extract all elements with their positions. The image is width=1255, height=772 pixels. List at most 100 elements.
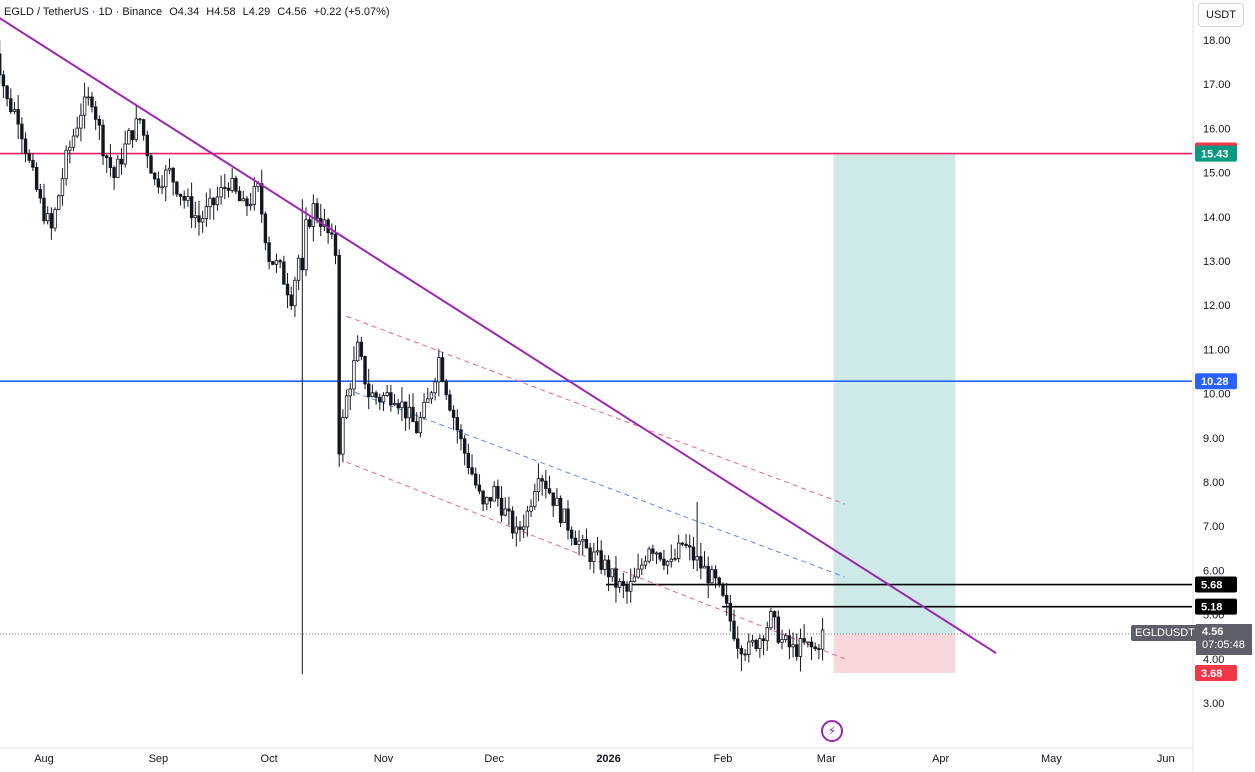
candle-body bbox=[525, 510, 530, 528]
candle-body bbox=[285, 283, 290, 296]
candle-body bbox=[522, 526, 526, 530]
candle-body bbox=[617, 581, 622, 588]
lightning-icon[interactable]: ⚡ bbox=[821, 720, 843, 742]
price-tick-label: 15.00 bbox=[1203, 168, 1231, 180]
candle-body bbox=[732, 620, 736, 640]
candle-body bbox=[175, 181, 179, 195]
candle-body bbox=[581, 538, 585, 542]
target-zone bbox=[833, 153, 956, 635]
price-tick-label: 12.00 bbox=[1203, 300, 1231, 312]
candle-body bbox=[152, 172, 157, 180]
candle-body bbox=[171, 167, 175, 183]
candle-body bbox=[31, 159, 35, 168]
candle-body bbox=[758, 638, 762, 650]
level-axis-tag-label: 10.28 bbox=[1201, 376, 1229, 388]
candle-body bbox=[809, 641, 814, 648]
price-tick-label: 3.00 bbox=[1203, 698, 1224, 710]
candle-body bbox=[702, 565, 707, 569]
price-tick-label: 10.00 bbox=[1203, 389, 1231, 401]
candle-body bbox=[754, 639, 758, 650]
candle-body bbox=[105, 155, 109, 158]
candle-body bbox=[403, 401, 408, 419]
candle-body bbox=[577, 540, 581, 546]
candle-body bbox=[296, 257, 301, 281]
candle-body bbox=[178, 193, 183, 197]
candle-body bbox=[234, 177, 238, 192]
time-tick-label: Oct bbox=[261, 753, 278, 765]
candle-body bbox=[776, 616, 781, 643]
candle-body bbox=[573, 537, 578, 546]
candle-body bbox=[820, 629, 825, 650]
candle-body bbox=[680, 542, 685, 545]
candle-body bbox=[355, 341, 360, 361]
candle-body bbox=[636, 568, 640, 578]
candle-body bbox=[112, 167, 116, 179]
candle-body bbox=[141, 119, 146, 136]
candle-body bbox=[643, 560, 648, 566]
candle-body bbox=[717, 577, 721, 585]
candle-body bbox=[688, 545, 692, 548]
currency-selector[interactable]: USDT bbox=[1198, 3, 1244, 27]
candle-body bbox=[381, 395, 386, 403]
time-tick-label: Feb bbox=[713, 753, 732, 765]
candle-body bbox=[562, 508, 566, 523]
candle-body bbox=[53, 208, 57, 229]
candle-body bbox=[706, 565, 710, 584]
time-tick-label: Mar bbox=[817, 753, 836, 765]
candle-body bbox=[629, 581, 633, 592]
candle-body bbox=[252, 186, 257, 205]
level-axis-tag bbox=[1195, 576, 1237, 593]
candle-body bbox=[651, 548, 655, 554]
candle-body bbox=[60, 178, 65, 197]
candle-body bbox=[451, 409, 456, 418]
candle-body bbox=[466, 452, 471, 469]
candle-body bbox=[481, 490, 485, 505]
candle-body bbox=[547, 488, 552, 494]
candle-body bbox=[23, 138, 28, 155]
candle-body bbox=[721, 583, 725, 596]
candle-body bbox=[34, 166, 39, 190]
candle-body bbox=[728, 602, 733, 622]
candle-body bbox=[772, 611, 777, 618]
candle-body bbox=[743, 653, 747, 656]
candle-body bbox=[518, 526, 522, 530]
candle-body bbox=[710, 569, 714, 584]
candle-body bbox=[108, 157, 113, 168]
candle-body bbox=[0, 53, 2, 76]
candle-body bbox=[138, 118, 142, 121]
candle-body bbox=[787, 635, 792, 648]
candle-body bbox=[348, 388, 352, 397]
candle-body bbox=[82, 96, 87, 116]
time-tick-label: Dec bbox=[484, 753, 504, 765]
candle-body bbox=[444, 380, 448, 396]
candle-body bbox=[311, 203, 316, 227]
candle-body bbox=[470, 467, 474, 475]
candle-body bbox=[477, 484, 482, 492]
candle-body bbox=[566, 508, 570, 531]
candle-body bbox=[38, 188, 43, 199]
legend-low: L4.29 bbox=[242, 6, 271, 18]
candle-body bbox=[116, 158, 120, 179]
candle-body bbox=[344, 395, 349, 418]
candle-body bbox=[658, 552, 662, 560]
candle-body bbox=[337, 255, 341, 455]
candle-body bbox=[389, 392, 393, 406]
candle-body bbox=[49, 213, 54, 229]
candle-body bbox=[433, 381, 437, 394]
candle-body bbox=[119, 158, 124, 165]
candle-body bbox=[544, 480, 548, 490]
symbol-legend: EGLD / TetherUS · 1D · Binance O4.34 H4.… bbox=[4, 6, 394, 18]
candle-body bbox=[632, 576, 637, 583]
candle-body bbox=[267, 242, 271, 262]
candle-body bbox=[278, 260, 282, 263]
candle-body bbox=[330, 232, 334, 235]
candle-body bbox=[333, 233, 338, 256]
candle-body bbox=[569, 529, 574, 539]
legend-close: C4.56 bbox=[277, 6, 307, 18]
candle-body bbox=[699, 556, 703, 569]
candle-body bbox=[492, 485, 496, 502]
candle-body bbox=[86, 96, 90, 99]
candle-body bbox=[289, 294, 293, 307]
